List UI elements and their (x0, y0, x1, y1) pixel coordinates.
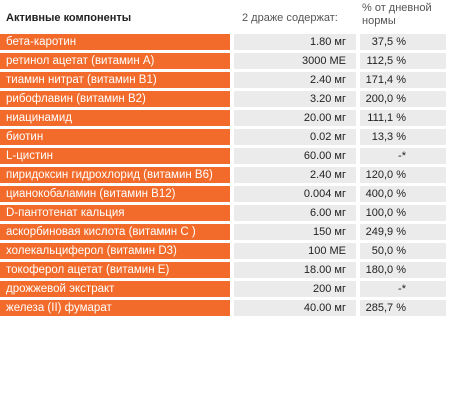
ingredient-name: цианокобаламин (витамин В12) (0, 186, 230, 202)
ingredients-table: бета-каротин 1.80 мг 37,5 % ретинол ацет… (0, 34, 450, 319)
ingredient-dose: 2.40 мг (234, 167, 356, 183)
ingredient-percent: 13,3 % (360, 129, 446, 145)
ingredient-name: бета-каротин (0, 34, 230, 50)
ingredient-percent: 112,5 % (360, 53, 446, 69)
ingredient-dose: 0.02 мг (234, 129, 356, 145)
ingredient-name: D-пантотенат кальция (0, 205, 230, 221)
table-row: L-цистин 60.00 мг -* (0, 148, 450, 164)
ingredient-percent: 50,0 % (360, 243, 446, 259)
ingredient-name: железа (II) фумарат (0, 300, 230, 316)
ingredient-percent: 249,9 % (360, 224, 446, 240)
ingredient-percent: 180,0 % (360, 262, 446, 278)
table-row: бета-каротин 1.80 мг 37,5 % (0, 34, 450, 50)
column-header-percent: % от дневной нормы (362, 2, 432, 27)
ingredient-name: токоферол ацетат (витамин Е) (0, 262, 230, 278)
ingredient-name: дрожжевой экстракт (0, 281, 230, 297)
ingredient-name: пиридоксин гидрохлорид (витамин В6) (0, 167, 230, 183)
ingredient-percent: -* (360, 148, 446, 164)
ingredient-name: рибофлавин (витамин В2) (0, 91, 230, 107)
ingredient-percent: -* (360, 281, 446, 297)
ingredient-dose: 2.40 мг (234, 72, 356, 88)
table-row: рибофлавин (витамин В2) 3.20 мг 200,0 % (0, 91, 450, 107)
table-row: холекальциферол (витамин D3) 100 МЕ 50,0… (0, 243, 450, 259)
ingredient-dose: 18.00 мг (234, 262, 356, 278)
ingredient-name: холекальциферол (витамин D3) (0, 243, 230, 259)
table-row: ретинол ацетат (витамин А) 3000 МЕ 112,5… (0, 53, 450, 69)
column-header-dose: 2 драже содержат: (242, 12, 338, 24)
table-row: аскорбиновая кислота (витамин С ) 150 мг… (0, 224, 450, 240)
table-row: дрожжевой экстракт 200 мг -* (0, 281, 450, 297)
table-row: пиридоксин гидрохлорид (витамин В6) 2.40… (0, 167, 450, 183)
ingredient-name: тиамин нитрат (витамин В1) (0, 72, 230, 88)
ingredient-dose: 3000 МЕ (234, 53, 356, 69)
ingredient-dose: 3.20 мг (234, 91, 356, 107)
ingredient-percent: 111,1 % (360, 110, 446, 126)
ingredient-percent: 200,0 % (360, 91, 446, 107)
ingredient-dose: 0.004 мг (234, 186, 356, 202)
column-header-components: Активные компоненты (6, 12, 132, 24)
ingredient-name: ниацинамид (0, 110, 230, 126)
table-row: тиамин нитрат (витамин В1) 2.40 мг 171,4… (0, 72, 450, 88)
ingredient-percent: 120,0 % (360, 167, 446, 183)
ingredient-name: L-цистин (0, 148, 230, 164)
ingredient-dose: 150 мг (234, 224, 356, 240)
ingredient-percent: 37,5 % (360, 34, 446, 50)
ingredient-dose: 100 МЕ (234, 243, 356, 259)
ingredient-percent: 100,0 % (360, 205, 446, 221)
table-row: железа (II) фумарат 40.00 мг 285,7 % (0, 300, 450, 316)
ingredient-dose: 6.00 мг (234, 205, 356, 221)
ingredient-dose: 40.00 мг (234, 300, 356, 316)
ingredient-dose: 200 мг (234, 281, 356, 297)
ingredient-name: биотин (0, 129, 230, 145)
ingredient-percent: 171,4 % (360, 72, 446, 88)
table-row: цианокобаламин (витамин В12) 0.004 мг 40… (0, 186, 450, 202)
ingredient-dose: 1.80 мг (234, 34, 356, 50)
ingredient-dose: 60.00 мг (234, 148, 356, 164)
ingredient-name: ретинол ацетат (витамин А) (0, 53, 230, 69)
ingredient-dose: 20.00 мг (234, 110, 356, 126)
table-row: биотин 0.02 мг 13,3 % (0, 129, 450, 145)
ingredient-percent: 285,7 % (360, 300, 446, 316)
table-row: токоферол ацетат (витамин Е) 18.00 мг 18… (0, 262, 450, 278)
table-row: ниацинамид 20.00 мг 111,1 % (0, 110, 450, 126)
ingredient-name: аскорбиновая кислота (витамин С ) (0, 224, 230, 240)
ingredient-percent: 400,0 % (360, 186, 446, 202)
table-row: D-пантотенат кальция 6.00 мг 100,0 % (0, 205, 450, 221)
